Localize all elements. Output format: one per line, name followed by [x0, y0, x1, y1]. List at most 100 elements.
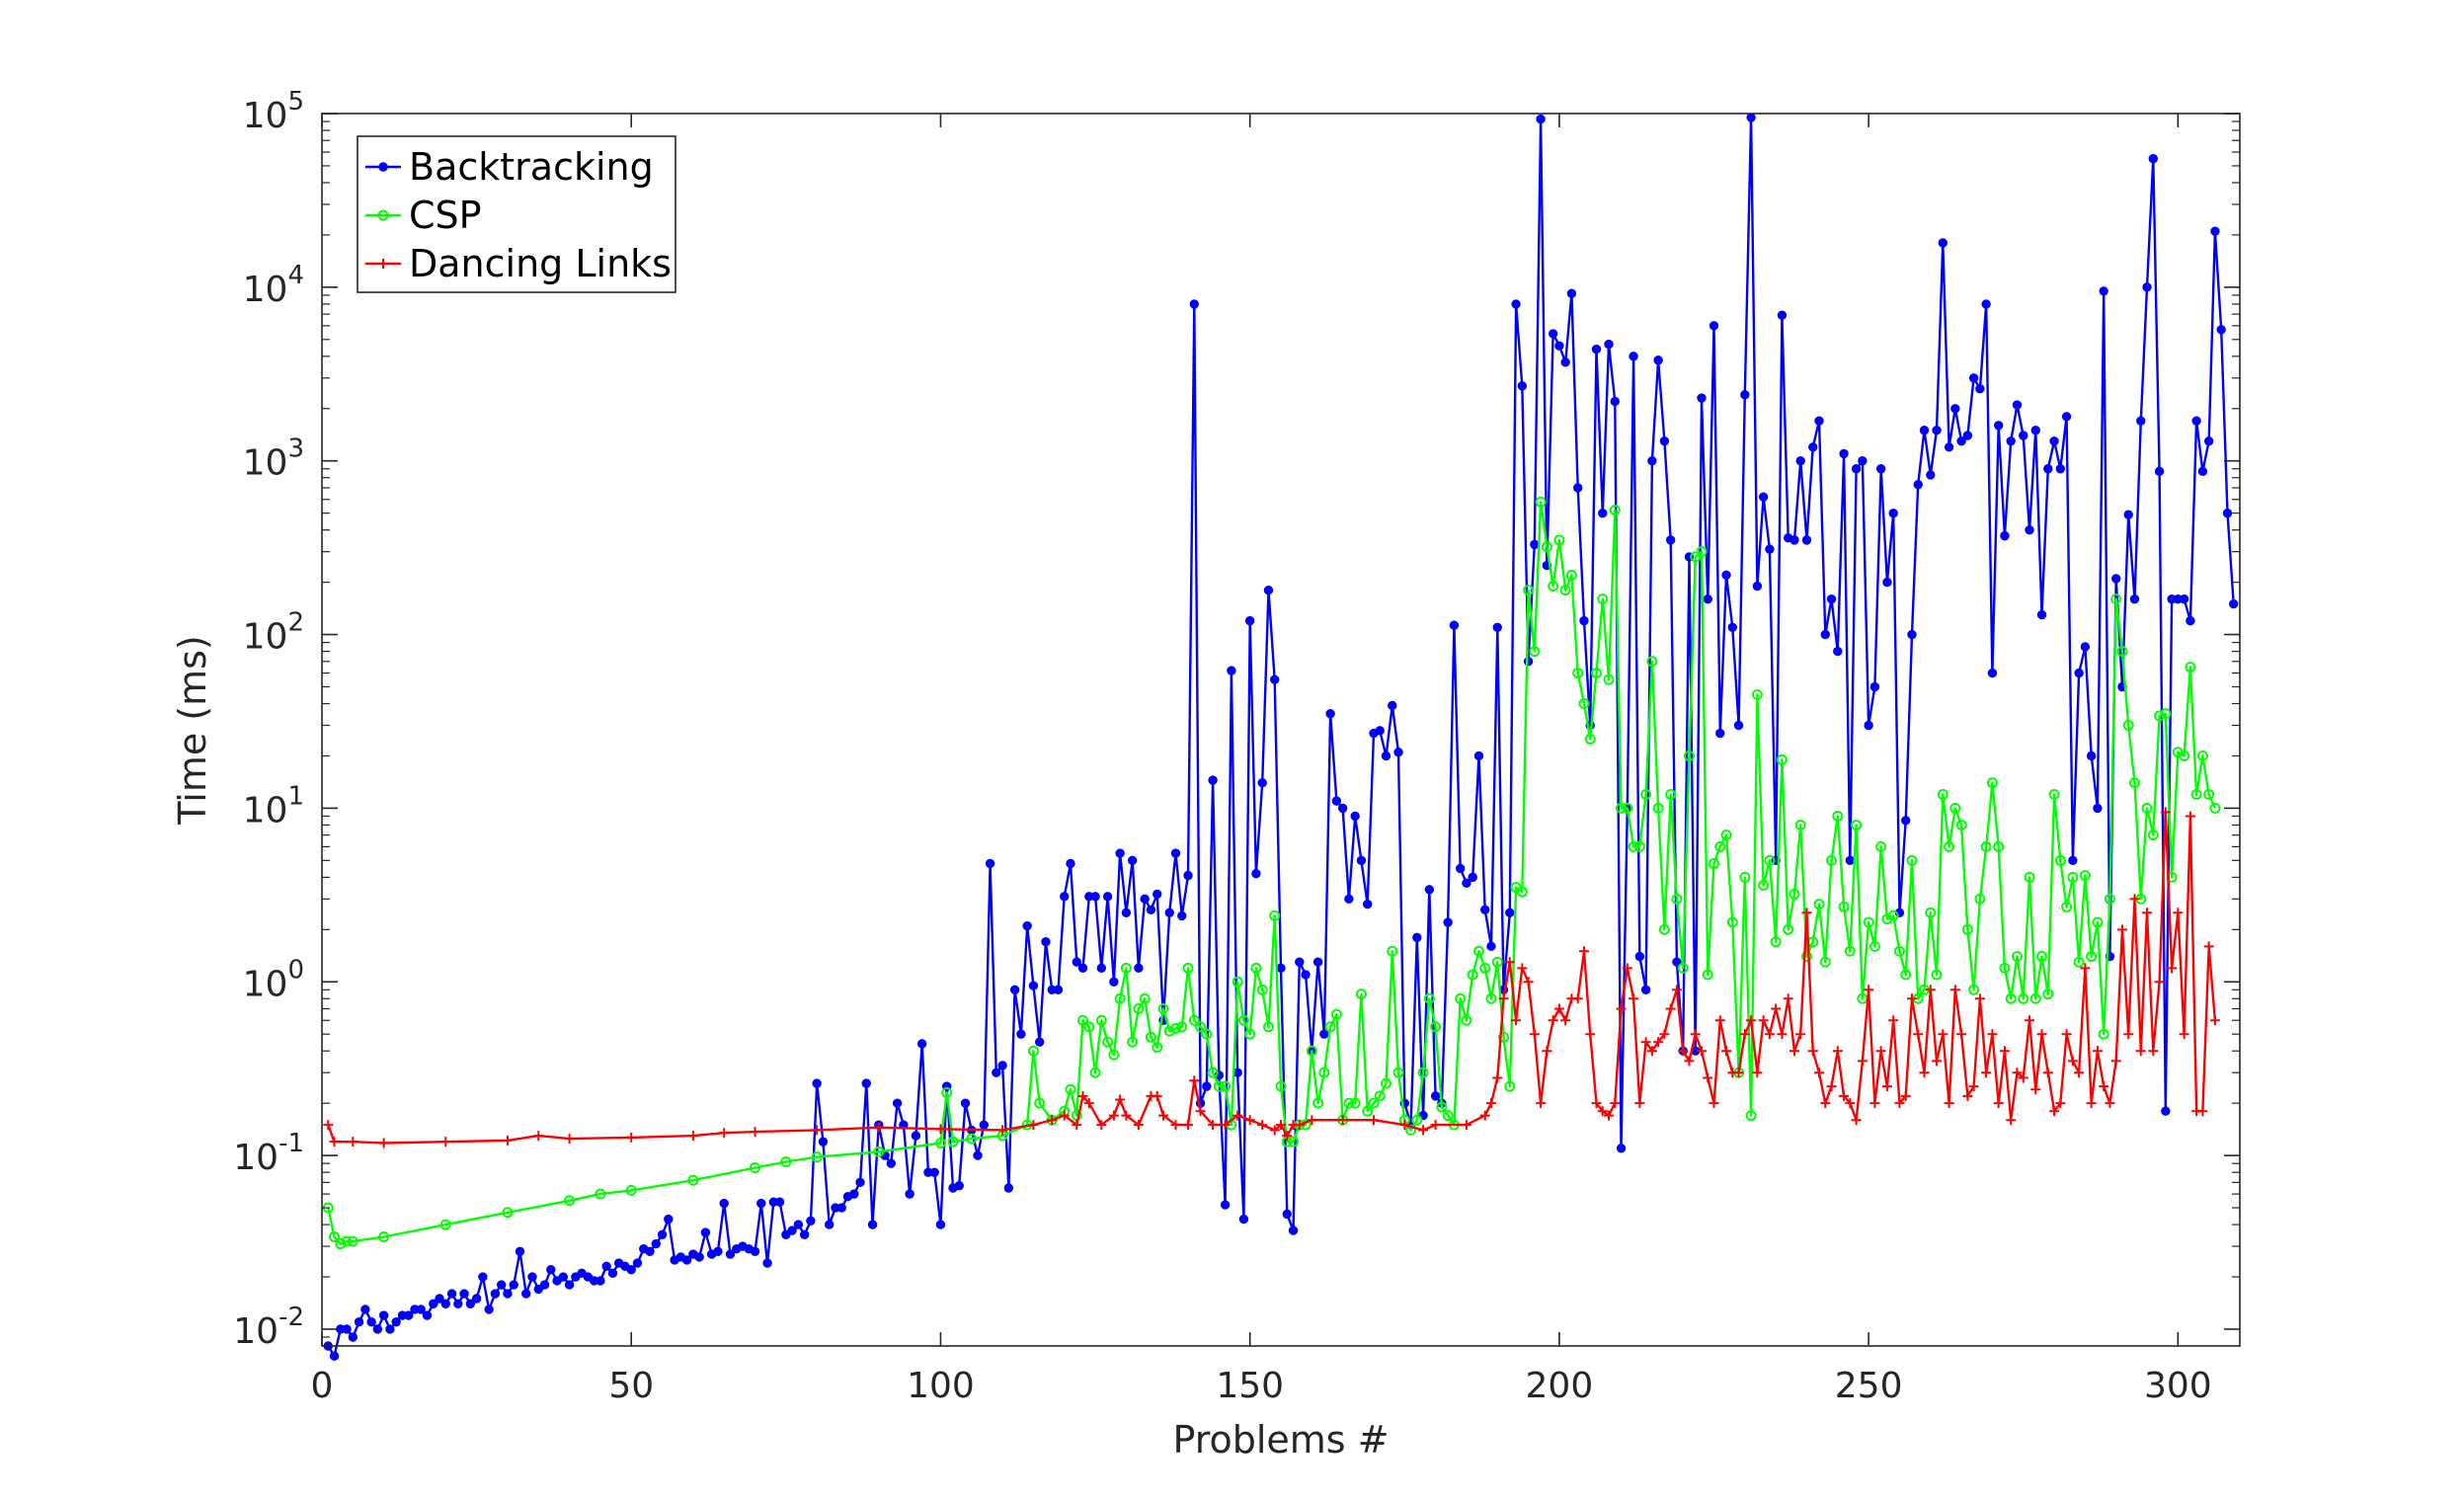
data-point — [2054, 854, 2066, 866]
data-point — [1703, 593, 1712, 604]
data-point — [2197, 466, 2208, 477]
data-point — [811, 1151, 823, 1163]
data-point — [1102, 892, 1113, 902]
data-point — [1325, 709, 1335, 719]
data-point — [1195, 1021, 1207, 1033]
data-point — [1479, 1110, 1490, 1121]
data-point — [1783, 993, 1793, 1004]
data-point — [1925, 907, 1937, 918]
data-point — [1814, 416, 1824, 426]
data-point — [1177, 910, 1187, 921]
series-layer — [322, 113, 2239, 1361]
data-point — [1758, 492, 1769, 502]
data-point — [1597, 593, 1609, 605]
data-point — [1388, 700, 1397, 711]
data-point — [1956, 435, 1966, 446]
data-point — [793, 1220, 804, 1229]
data-point — [1703, 1072, 1713, 1083]
data-point — [1213, 1080, 1225, 1092]
data-point — [1182, 962, 1194, 974]
data-point — [1059, 1110, 1070, 1121]
data-point — [1301, 970, 1311, 980]
data-point — [1498, 993, 1509, 1004]
data-point — [1393, 748, 1403, 757]
data-point — [1610, 396, 1620, 407]
data-point — [849, 1189, 859, 1199]
data-point — [1987, 668, 1998, 678]
data-point — [1170, 848, 1181, 858]
data-point — [1726, 916, 1738, 928]
data-point — [601, 1261, 611, 1272]
data-point — [1461, 1120, 1471, 1131]
data-point — [861, 1078, 871, 1088]
data-point — [1430, 1120, 1441, 1131]
data-point — [1833, 646, 1843, 657]
data-point — [1250, 962, 1262, 974]
data-point — [1926, 470, 1936, 480]
data-point — [681, 1255, 692, 1265]
y-tick-base: 10 — [243, 270, 288, 310]
data-point — [1363, 899, 1373, 909]
data-point — [2197, 1106, 2208, 1117]
data-point — [1752, 1067, 1763, 1078]
data-point — [1882, 577, 1892, 588]
data-point — [2141, 802, 2153, 814]
data-point — [1368, 1115, 1379, 1126]
data-point — [687, 1131, 698, 1142]
data-point — [378, 1230, 390, 1242]
data-point — [1858, 456, 1868, 466]
data-point — [1424, 885, 1435, 895]
data-point — [2148, 1046, 2159, 1057]
data-point — [2203, 435, 2214, 446]
data-point — [1492, 1072, 1503, 1083]
x-axis-label: Problems # — [1172, 1418, 1389, 1462]
data-point — [1164, 908, 1174, 917]
data-point — [1312, 1097, 1324, 1109]
data-point — [818, 1137, 829, 1146]
data-point — [1764, 1029, 1775, 1040]
data-point — [2099, 1081, 2109, 1092]
data-point — [1349, 1097, 1361, 1109]
data-point — [1399, 1120, 1410, 1131]
y-tick-exponent: 3 — [287, 435, 304, 464]
data-point — [1851, 1115, 1862, 1126]
data-point — [1591, 1098, 1602, 1109]
data-point — [1604, 339, 1614, 350]
data-point — [1121, 908, 1132, 917]
data-point — [1554, 341, 1564, 351]
y-tick-exponent: -1 — [278, 1129, 304, 1158]
data-point — [1968, 1081, 1979, 1092]
data-point — [2116, 646, 2128, 658]
data-point — [329, 1351, 340, 1361]
data-point — [1851, 464, 1862, 474]
legend-label: CSP — [409, 194, 482, 237]
data-point — [960, 1098, 971, 1108]
data-point — [664, 1214, 674, 1225]
data-point — [1337, 803, 1348, 814]
data-point — [719, 1128, 730, 1139]
data-point — [1412, 932, 1422, 943]
data-point — [1269, 909, 1281, 921]
data-point — [1115, 1094, 1126, 1105]
data-point — [1794, 819, 1806, 830]
data-point — [1485, 1098, 1496, 1109]
y-tick-label: 10-1 — [233, 1129, 304, 1178]
data-point — [1839, 1090, 1850, 1101]
data-point — [558, 1272, 569, 1282]
data-point — [1887, 909, 1899, 921]
data-point — [625, 1184, 637, 1196]
data-point — [997, 1061, 1007, 1070]
data-point — [1022, 920, 1032, 931]
data-point — [1468, 872, 1477, 883]
data-point — [378, 1138, 389, 1148]
data-point — [1875, 464, 1886, 474]
data-point — [446, 1289, 457, 1299]
data-point — [521, 1289, 531, 1299]
data-point — [626, 1132, 637, 1143]
data-point — [1968, 984, 1980, 995]
data-point — [1553, 1003, 1564, 1014]
data-point — [2074, 668, 2084, 678]
data-point — [2229, 598, 2239, 609]
data-point — [2036, 609, 2047, 620]
data-point — [1027, 1045, 1039, 1057]
